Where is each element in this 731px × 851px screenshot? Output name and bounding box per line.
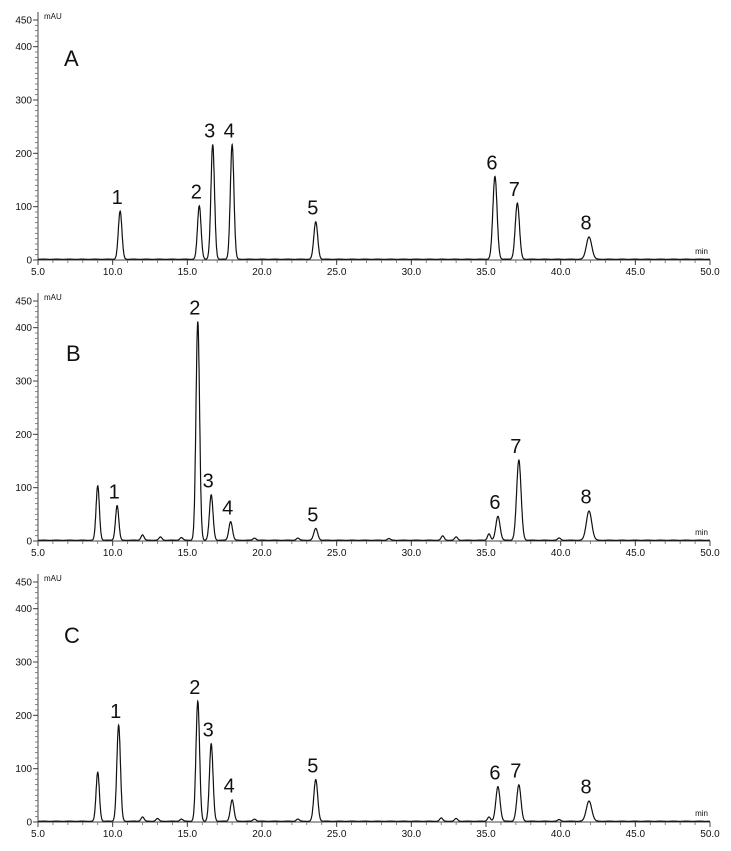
chart-b-y-tick-label: 450 [15, 297, 32, 308]
chart-b-y-tick-label: 200 [15, 430, 32, 441]
chart-c-peak-label: 1 [110, 701, 121, 723]
chart-b-peak-label: 8 [580, 487, 591, 509]
chart-c-peak-label: 3 [203, 720, 214, 742]
chart-c-y-tick-label: 450 [15, 578, 32, 589]
chart-c-peak-label: 6 [489, 762, 500, 784]
chart-b-panel-label: B [66, 341, 81, 366]
chart-a-y-tick-label: 100 [15, 202, 32, 213]
chart-a-x-tick-label: 20.0 [252, 267, 272, 278]
chart-a-peak-label: 1 [112, 187, 123, 209]
chart-a-x-axis-label: min [695, 247, 708, 256]
chart-a-y-tick-label: 300 [15, 96, 32, 107]
chart-a-y-tick-label: 0 [26, 256, 32, 267]
chart-b-peak-label: 3 [203, 471, 214, 493]
chart-c-peak-label: 2 [189, 677, 200, 699]
chart-c-y-tick-label: 400 [15, 604, 32, 615]
chart-a-trace [38, 143, 711, 260]
chart-a-x-tick-label: 5.0 [31, 267, 45, 278]
chart-a-x-tick-label: 30.0 [402, 267, 422, 278]
chart-b-x-axis-label: min [695, 528, 708, 537]
chart-a-peak-label: 3 [204, 120, 215, 142]
chart-a-peak-label: 6 [486, 152, 497, 174]
chart-a-y-axis-label: mAU [44, 12, 62, 21]
chart-b-peak-label: 2 [189, 297, 200, 319]
chart-c-peak-label: 8 [580, 777, 591, 799]
chart-b-x-tick-label: 15.0 [178, 548, 198, 559]
chart-a-x-tick-label: 15.0 [178, 267, 198, 278]
chart-a-y-tick-label: 450 [15, 16, 32, 27]
chart-a-x-tick-label: 50.0 [700, 267, 720, 278]
chart-b-x-tick-label: 25.0 [327, 548, 347, 559]
chart-c-x-tick-label: 35.0 [476, 829, 496, 840]
chart-b-peak-label: 1 [109, 481, 120, 503]
chart-c-x-tick-label: 25.0 [327, 829, 347, 840]
chart-c-x-tick-label: 10.0 [103, 829, 123, 840]
chart-c-x-tick-label: 20.0 [252, 829, 272, 840]
chart-a-peak-label: 5 [307, 198, 318, 220]
chart-c-x-tick-label: 40.0 [551, 829, 571, 840]
chart-b-x-tick-label: 20.0 [252, 548, 272, 559]
chart-a-panel-label: A [64, 46, 79, 71]
chart-a-x-tick-label: 25.0 [327, 267, 347, 278]
chart-b-peak-label: 4 [222, 497, 233, 519]
chart-b-trace [38, 321, 711, 541]
chart-a-peak-label: 4 [224, 120, 235, 142]
chart-c-x-tick-label: 45.0 [626, 829, 646, 840]
chart-c-x-tick-label: 5.0 [31, 829, 45, 840]
chart-b-x-tick-label: 5.0 [31, 548, 45, 559]
chart-b-x-tick-label: 50.0 [700, 548, 720, 559]
chart-a-y-tick-label: 200 [15, 149, 32, 160]
chart-b-y-tick-label: 300 [15, 377, 32, 388]
chart-a-x-tick-label: 45.0 [626, 267, 646, 278]
chart-c-trace [38, 699, 711, 822]
chart-b-x-tick-label: 10.0 [103, 548, 123, 559]
chart-a-y-tick-label: 400 [15, 42, 32, 53]
chart-a-x-tick-label: 10.0 [103, 267, 123, 278]
chart-a-x-tick-label: 40.0 [551, 267, 571, 278]
chart-c-y-axis-label: mAU [44, 574, 62, 583]
chart-b-peak-label: 5 [307, 504, 318, 526]
chart-b-x-tick-label: 35.0 [476, 548, 496, 559]
chart-b-peak-label: 7 [510, 436, 521, 458]
chart-b-x-tick-label: 45.0 [626, 548, 646, 559]
chart-b-peak-label: 6 [489, 492, 500, 514]
chart-b-y-tick-label: 400 [15, 323, 32, 334]
chart-b-y-axis-label: mAU [44, 293, 62, 302]
chart-c-panel-label: C [64, 623, 80, 648]
chart-c-y-tick-label: 100 [15, 764, 32, 775]
chart-c-y-tick-label: 0 [26, 818, 32, 829]
chart-a-peak-label: 2 [191, 182, 202, 204]
chart-c-y-tick-label: 300 [15, 658, 32, 669]
chart-b-x-tick-label: 30.0 [402, 548, 422, 559]
chart-c-x-tick-label: 30.0 [402, 829, 422, 840]
chart-a-x-tick-label: 35.0 [476, 267, 496, 278]
chart-c-peak-label: 4 [224, 776, 235, 798]
chart-c-x-tick-label: 50.0 [700, 829, 720, 840]
chart-c-y-tick-label: 200 [15, 711, 32, 722]
chart-a-peak-label: 7 [509, 179, 520, 201]
chart-b-y-tick-label: 0 [26, 537, 32, 548]
chart-b-x-tick-label: 40.0 [551, 548, 571, 559]
chart-c-x-axis-label: min [695, 809, 708, 818]
chart-c-x-tick-label: 15.0 [178, 829, 198, 840]
chart-c-peak-label: 7 [510, 761, 521, 783]
chart-b-y-tick-label: 100 [15, 483, 32, 494]
chart-a-peak-label: 8 [580, 213, 591, 235]
chart-c-peak-label: 5 [307, 755, 318, 777]
